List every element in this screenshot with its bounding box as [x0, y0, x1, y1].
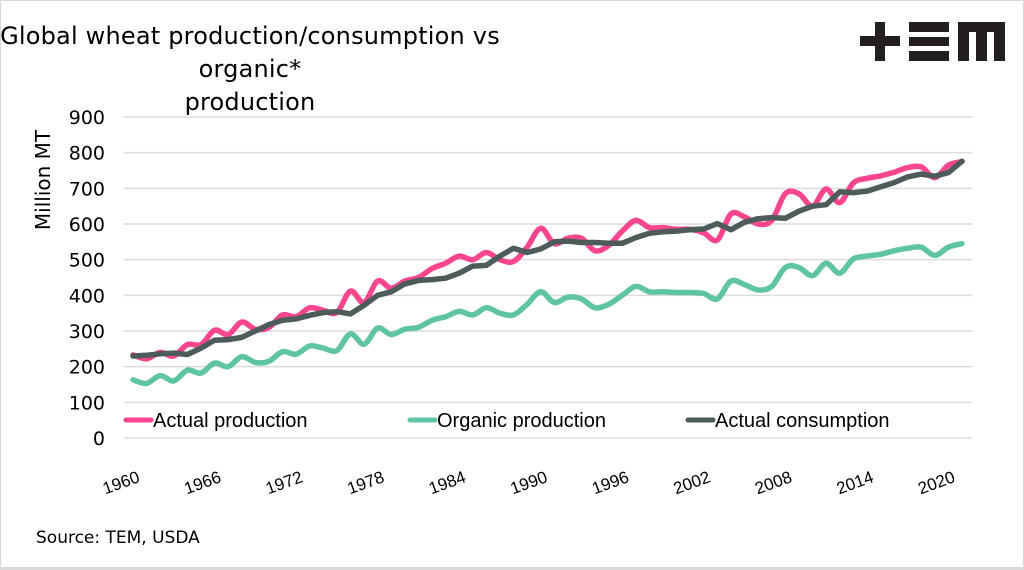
y-tick-label: 500	[69, 250, 105, 272]
y-tick-label: 900	[69, 107, 105, 129]
y-axis-label: Million MT	[31, 129, 55, 230]
x-tick-label: 2008	[752, 467, 794, 498]
x-tick-label: 2014	[834, 467, 876, 498]
logo-e-middle	[909, 37, 949, 46]
logo-m-right	[994, 22, 1005, 61]
source-note: Source: TEM, USDA	[36, 528, 200, 548]
series-lines	[130, 158, 965, 387]
legend-label: Actual production	[153, 410, 308, 432]
y-axis-ticks: 0 100 200 300 400 500 600 700 800 900	[69, 107, 105, 450]
x-tick-label: 1996	[589, 467, 631, 498]
legend-label: Actual consumption	[715, 410, 890, 432]
x-tick-label: 2020	[916, 467, 958, 498]
x-axis-ticks: 1960 1966 1972 1978 1984 1990 1996 2002 2008 2014…	[100, 467, 957, 498]
y-tick-label: 600	[69, 214, 105, 236]
logo-m-left	[958, 22, 969, 61]
logo-e-top	[909, 22, 949, 32]
series-line-actual-consumption	[130, 158, 965, 359]
x-tick-label: 1984	[426, 467, 468, 498]
logo-plus-vertical	[875, 22, 885, 61]
x-tick-label: 1966	[182, 467, 224, 498]
y-tick-label: 800	[69, 143, 105, 165]
x-tick-label: 2002	[671, 467, 713, 498]
chart-title: Global wheat production/consumption vs o…	[0, 20, 500, 119]
gridlines	[124, 116, 972, 439]
x-tick-label: 1972	[263, 467, 305, 498]
y-tick-label: 200	[69, 357, 105, 379]
y-tick-label: 700	[69, 178, 105, 200]
x-tick-label: 1978	[345, 467, 387, 498]
chart-title-line-2: production	[184, 88, 316, 116]
legend: Actual production Organic production Actua…	[123, 410, 890, 432]
x-tick-label: 1990	[508, 467, 550, 498]
series-line-organic-production	[130, 240, 965, 387]
y-tick-label: 0	[93, 428, 105, 450]
y-tick-label: 400	[69, 285, 105, 307]
y-tick-label: 100	[69, 392, 105, 414]
tem-logo-icon	[860, 22, 1005, 61]
logo-e-bottom	[909, 51, 949, 61]
x-tick-label: 1960	[100, 467, 142, 498]
chart-title-line-1: Global wheat production/consumption vs o…	[0, 22, 500, 83]
y-tick-label: 300	[69, 321, 105, 343]
legend-label: Organic production	[437, 410, 606, 432]
logo-m-center	[976, 22, 987, 61]
